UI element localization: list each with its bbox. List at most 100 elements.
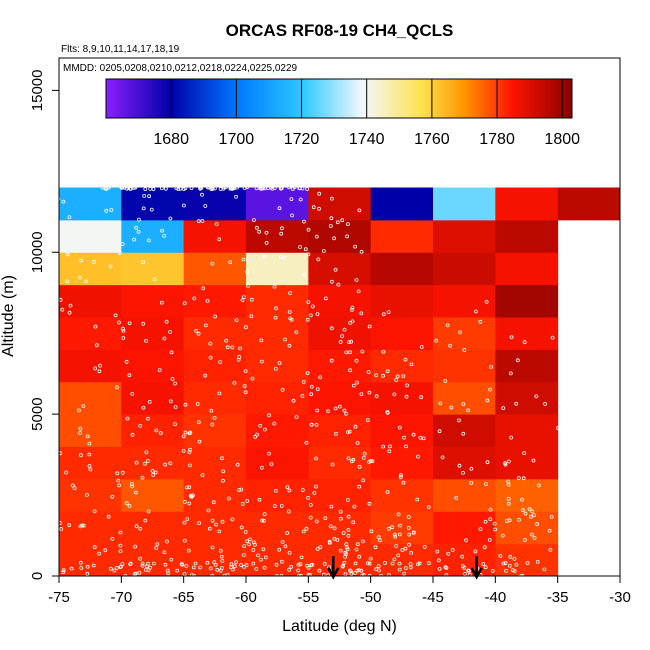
observation-point [523, 538, 527, 542]
observation-point [168, 216, 173, 221]
observation-point [435, 549, 440, 554]
observation-point [117, 483, 121, 488]
observation-point [118, 530, 123, 535]
observation-point [422, 545, 427, 549]
observation-point [329, 216, 334, 221]
observation-point [291, 398, 296, 403]
observation-point [239, 487, 244, 492]
observation-point [179, 562, 184, 566]
observation-point [251, 548, 256, 552]
observation-point [134, 460, 139, 465]
heatmap-cell [370, 187, 434, 221]
observation-point [530, 532, 534, 537]
observation-point [245, 539, 250, 544]
observation-point [525, 561, 530, 565]
observation-point [279, 559, 284, 564]
heatmap-cell [59, 317, 122, 350]
observation-point [304, 440, 309, 445]
observation-point [359, 568, 364, 573]
observation-point [259, 359, 264, 364]
observation-point [353, 561, 358, 566]
observation-point [192, 296, 197, 301]
observation-point [306, 495, 311, 500]
observation-point [221, 469, 226, 474]
observation-point [292, 185, 297, 190]
observation-point [140, 475, 145, 480]
observation-point [189, 494, 194, 499]
observation-point [154, 428, 159, 433]
observation-point [239, 563, 243, 567]
observation-point [419, 395, 424, 400]
arrow-marker [327, 556, 340, 580]
observation-point [207, 185, 212, 190]
observation-point [556, 426, 560, 431]
observation-point [342, 327, 347, 332]
heatmap-cell [246, 187, 309, 221]
observation-point [114, 566, 119, 570]
heatmap-cell [370, 511, 434, 545]
observation-point [222, 185, 226, 190]
observation-point [197, 521, 202, 525]
observation-point [164, 539, 169, 544]
observation-point [357, 464, 362, 469]
observation-point [403, 566, 408, 570]
observation-point [337, 404, 342, 409]
observation-point [219, 554, 224, 559]
observation-point [419, 345, 424, 349]
observation-point [299, 555, 304, 560]
observation-point [338, 516, 343, 521]
observation-point [162, 233, 167, 238]
observation-point [483, 519, 488, 524]
observation-point [444, 566, 449, 570]
observation-point [314, 422, 319, 427]
observation-point [262, 512, 267, 516]
observation-point [514, 401, 519, 406]
observation-point [226, 496, 231, 501]
observation-point [238, 346, 243, 351]
observation-point [532, 513, 536, 517]
observation-point [516, 476, 521, 480]
observation-point [290, 213, 295, 218]
observation-point [296, 562, 301, 567]
observation-point [251, 561, 256, 566]
heatmap-cell [121, 317, 185, 350]
observation-point [217, 237, 222, 242]
observation-point [374, 373, 379, 378]
y-tick-label: 10000 [29, 231, 46, 273]
observation-point [401, 480, 406, 485]
observation-point [125, 186, 129, 191]
observation-point [67, 310, 72, 315]
x-tick-label: -55 [297, 589, 319, 606]
observation-point [84, 279, 89, 284]
observation-point [60, 307, 65, 312]
observation-point [361, 478, 366, 483]
observation-point [370, 459, 375, 464]
observation-point [344, 552, 349, 556]
observation-point [296, 568, 301, 573]
heatmap-cell [433, 381, 496, 415]
heatmap-cell [59, 349, 122, 383]
observation-point [416, 454, 420, 459]
observation-point [97, 551, 101, 556]
observation-point [411, 531, 416, 535]
heatmap-cell [370, 414, 434, 447]
colorbar-ticks: 1680 1700 1720 1740 1760 1780 1800 [153, 79, 580, 148]
observation-point [323, 296, 328, 301]
observation-point [52, 546, 57, 550]
observation-point [259, 557, 263, 562]
observation-point [272, 284, 277, 289]
observation-point [397, 425, 402, 430]
heatmap-cell [433, 478, 496, 512]
observation-point [315, 408, 320, 413]
observation-point [87, 452, 92, 457]
observation-point [133, 490, 138, 495]
observation-point [247, 542, 251, 547]
observation-point [120, 470, 125, 475]
observation-point [306, 300, 311, 305]
observation-point [243, 390, 248, 395]
observation-point [305, 187, 310, 192]
observation-point [508, 371, 513, 376]
observation-point [354, 547, 359, 552]
observation-point [258, 423, 263, 428]
observation-point [81, 523, 86, 528]
